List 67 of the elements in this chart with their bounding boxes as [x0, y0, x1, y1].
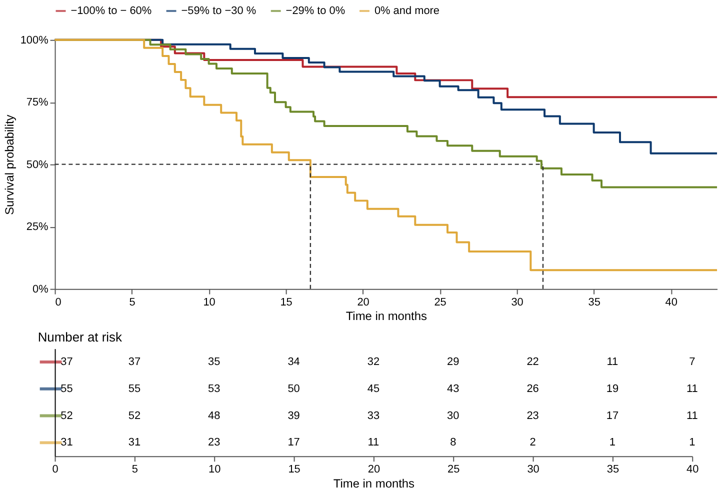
- data-label: 17: [606, 410, 619, 422]
- data-label: 45: [367, 382, 380, 395]
- data-label: 50: [288, 382, 300, 395]
- legend-label: −100% to − 60%: [70, 4, 152, 17]
- y-tick-label: 100%: [20, 34, 49, 46]
- data-label: 55: [60, 382, 73, 395]
- x-tick-label: 10: [208, 464, 221, 476]
- data-label: 2: [530, 436, 536, 449]
- data-label: 22: [526, 356, 539, 368]
- x-tick-label: 15: [280, 296, 292, 308]
- x-tick-label: 5: [129, 296, 136, 308]
- y-tick-label: 0%: [32, 283, 49, 296]
- x-tick-label: 40: [665, 296, 678, 308]
- x-tick-label: 25: [448, 464, 460, 476]
- data-label: 30: [447, 410, 460, 422]
- data-label: 48: [208, 410, 220, 422]
- x-axis-title: Time in months: [333, 476, 415, 490]
- data-label: 11: [368, 436, 380, 449]
- data-label: 39: [288, 410, 300, 422]
- data-label: 37: [60, 356, 73, 368]
- legend-label: −29% to 0%: [286, 4, 346, 17]
- data-label: 29: [447, 356, 460, 368]
- x-tick-label: 20: [368, 464, 380, 476]
- data-label: 37: [128, 356, 141, 368]
- chart-title: Number at risk: [38, 330, 122, 345]
- data-label: 11: [686, 382, 698, 395]
- data-label: 7: [689, 356, 696, 368]
- x-axis-title: Time in months: [346, 309, 427, 324]
- data-label: 35: [208, 356, 220, 368]
- data-label: 52: [60, 410, 73, 422]
- data-label: 19: [606, 382, 619, 395]
- data-label: 26: [526, 382, 539, 395]
- data-label: 33: [367, 410, 380, 422]
- data-label: 34: [288, 356, 300, 368]
- y-axis-title: Survival probability: [2, 114, 16, 215]
- y-tick-label: 50%: [26, 158, 49, 171]
- x-tick-label: 0: [52, 464, 58, 476]
- data-label: 1: [609, 436, 616, 449]
- x-tick-label: 20: [357, 296, 370, 308]
- data-label: 11: [686, 410, 698, 422]
- data-label: 11: [606, 356, 618, 368]
- data-label: 53: [208, 382, 220, 395]
- data-label: 23: [526, 410, 539, 422]
- data-label: 23: [208, 436, 220, 449]
- x-tick-label: 0: [55, 296, 62, 308]
- data-label: 31: [128, 436, 141, 449]
- x-tick-label: 30: [511, 296, 524, 308]
- x-tick-label: 35: [588, 296, 600, 308]
- x-tick-label: 35: [606, 464, 620, 476]
- data-label: 8: [450, 436, 456, 449]
- x-tick-label: 5: [132, 464, 138, 476]
- data-label: 1: [689, 436, 696, 449]
- y-tick-label: 25%: [26, 221, 49, 234]
- data-label: 17: [288, 436, 300, 449]
- legend-label: 0% and more: [374, 4, 440, 17]
- x-tick-label: 15: [288, 464, 300, 476]
- data-label: 55: [128, 382, 141, 395]
- x-tick-label: 10: [203, 296, 216, 308]
- x-tick-label: 30: [527, 464, 540, 476]
- data-label: 43: [447, 382, 460, 395]
- data-label: 32: [367, 356, 380, 368]
- data-label: 52: [128, 410, 141, 422]
- data-label: 31: [60, 436, 73, 449]
- legend-label: −59% to −30 %: [181, 4, 256, 17]
- x-tick-label: 25: [434, 296, 446, 308]
- y-tick-label: 75%: [26, 96, 49, 109]
- x-tick-label: 40: [686, 464, 699, 476]
